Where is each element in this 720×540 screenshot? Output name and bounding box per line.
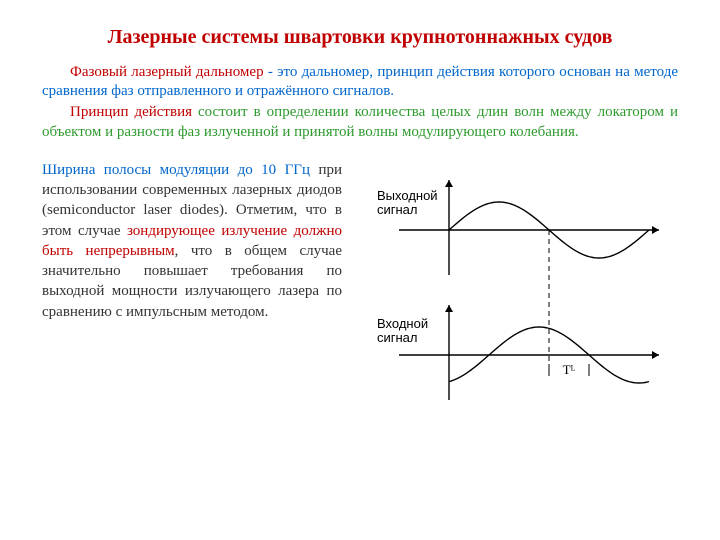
paragraph-1: Фазовый лазерный дальномер - это дальном… [42, 63, 678, 101]
svg-text:Выходной: Выходной [377, 188, 438, 203]
svg-text:Tᴸ: Tᴸ [563, 362, 576, 377]
phase-shift-diagram: TᴸВыходнойсигналВходнойсигнал [369, 160, 669, 420]
paragraph-3: Ширина полосы модуляции до 10 ГГц при ис… [42, 160, 342, 322]
p1-term: Фазовый лазерный дальномер [70, 64, 264, 80]
svg-text:сигнал: сигнал [377, 202, 418, 217]
paragraph-2: Принцип действия состоит в определении к… [42, 103, 678, 141]
p3-a: Ширина полосы модуляции до 10 ГГц [42, 162, 310, 178]
left-text-column: Ширина полосы модуляции до 10 ГГц при ис… [42, 160, 342, 324]
svg-text:сигнал: сигнал [377, 330, 418, 345]
p2-term: Принцип действия [70, 104, 192, 120]
svg-text:Входной: Входной [377, 316, 428, 331]
page-title: Лазерные системы швартовки крупнотоннажн… [42, 26, 678, 49]
two-column-layout: Ширина полосы модуляции до 10 ГГц при ис… [42, 160, 678, 420]
diagram-column: TᴸВыходнойсигналВходнойсигнал [360, 160, 678, 420]
